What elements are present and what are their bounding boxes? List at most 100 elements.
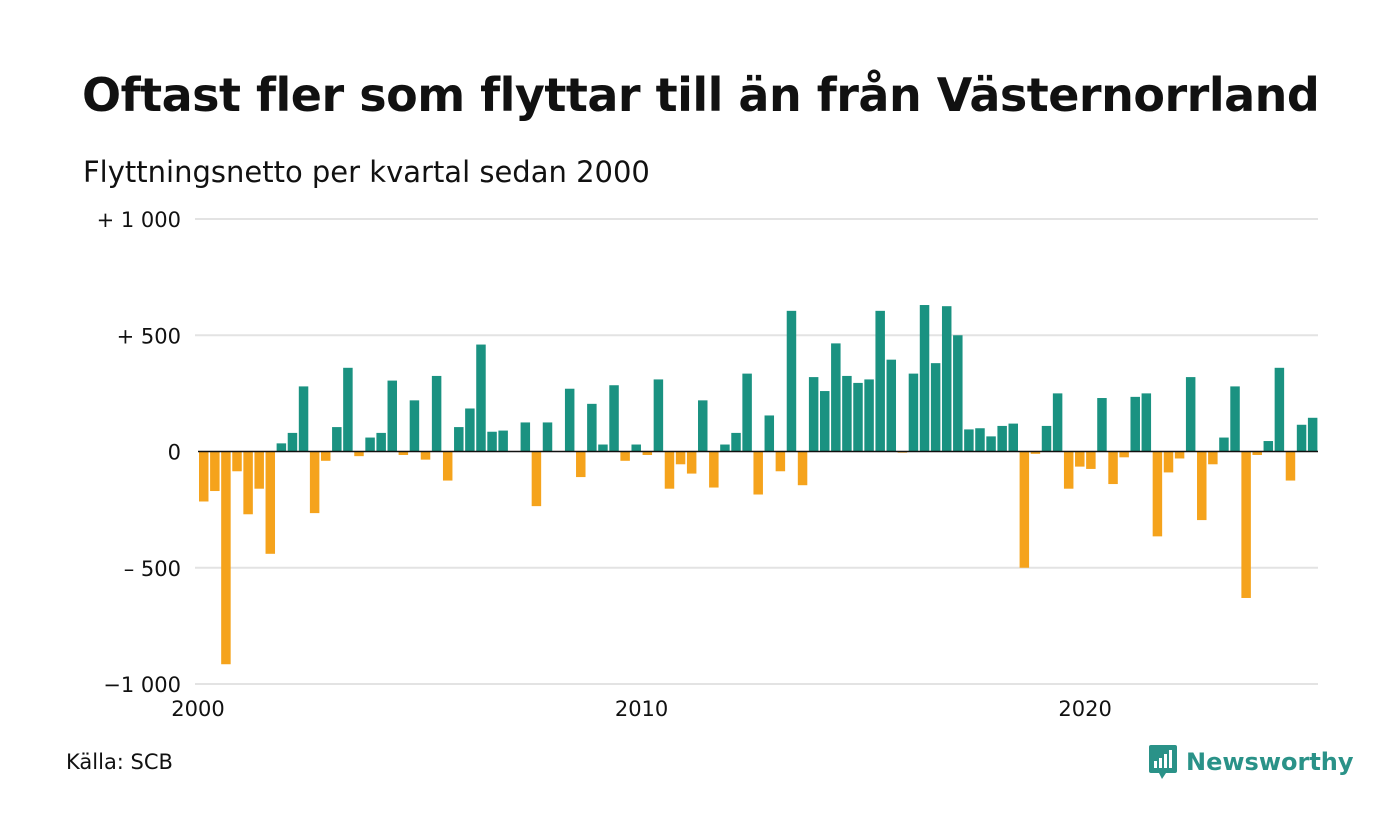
bar-2017K2 [964, 429, 974, 452]
bar-2019K1 [1041, 425, 1052, 452]
bar-2014K2 [831, 343, 841, 452]
bar-2011K2 [698, 400, 708, 452]
bar-2018K1 [997, 425, 1007, 452]
bar-2003K4 [365, 437, 375, 452]
bar-2000K4 [232, 451, 242, 472]
bar-2008K3 [576, 451, 586, 478]
bar-2022K2 [1185, 377, 1196, 452]
bar-2015K2 [875, 310, 885, 452]
bar-2003K1 [332, 427, 342, 452]
bar-2017K1 [953, 335, 963, 452]
bar-2014K4 [853, 382, 863, 452]
bar-2023K4 [1252, 451, 1262, 455]
bar-2015K3 [886, 359, 897, 452]
bar-2020K4 [1119, 451, 1129, 458]
bar-2017K3 [975, 428, 985, 452]
y-tick-label: 0 [168, 441, 181, 465]
bar-2013K4 [808, 377, 819, 452]
bar-2001K2 [254, 451, 264, 489]
bar-2019K4 [1075, 451, 1085, 467]
bar-2017K4 [986, 436, 996, 452]
x-tick-label: 2010 [615, 697, 668, 721]
bar-2018K3 [1019, 451, 1030, 568]
bar-2019K2 [1052, 393, 1063, 452]
bar-2002K2 [298, 386, 309, 452]
bar-2020K2 [1097, 398, 1107, 452]
bar-2011K1 [686, 451, 697, 474]
bar-2005K1 [420, 451, 431, 460]
bar-2004K1 [376, 432, 386, 452]
bar-2005K4 [454, 427, 464, 452]
brand-logo: Newsworthy [1148, 743, 1354, 781]
bar-2012K1 [731, 432, 741, 452]
bar-2015K1 [864, 379, 874, 452]
chart-subtitle: Flyttningsnetto per kvartal sedan 2000 [83, 155, 650, 189]
bar-2013K1 [775, 451, 786, 472]
bar-2013K2 [786, 310, 797, 452]
bar-2000K1 [199, 451, 209, 502]
bar-2009K3 [620, 451, 630, 461]
bar-2011K4 [720, 444, 730, 452]
bar-2011K3 [709, 451, 719, 488]
bar-2004K2 [387, 380, 398, 452]
bar-2024K1 [1263, 441, 1274, 452]
bar-2018K2 [1008, 423, 1018, 452]
bar-2003K3 [354, 451, 364, 457]
bar-2001K3 [265, 451, 276, 554]
bar-2006K1 [465, 408, 475, 452]
bar-2020K1 [1086, 451, 1096, 469]
bar-2023K2 [1230, 386, 1240, 452]
bar-2012K4 [764, 415, 775, 452]
bar-2010K2 [653, 379, 664, 452]
bar-2021K2 [1141, 393, 1152, 452]
bar-2005K3 [442, 451, 453, 481]
bar-2014K1 [819, 391, 830, 452]
bar-2010K4 [675, 451, 686, 465]
bar-2016K2 [919, 305, 930, 452]
bar-2013K3 [797, 451, 808, 486]
bar-2025K1 [1307, 417, 1318, 452]
bar-2023K3 [1241, 451, 1251, 598]
bar-2021K1 [1130, 396, 1140, 452]
newsworthy-logo-icon [1149, 745, 1177, 779]
bar-2009K2 [609, 385, 619, 452]
bar-2006K3 [487, 431, 497, 452]
bar-2001K4 [276, 443, 287, 452]
bar-2016K4 [941, 306, 952, 452]
bar-2007K2 [520, 422, 531, 452]
brand-name: Newsworthy [1186, 748, 1354, 776]
bar-2020K3 [1108, 451, 1118, 485]
bar-2009K1 [598, 444, 608, 452]
bar-2007K3 [531, 451, 542, 507]
bar-2019K3 [1063, 451, 1074, 489]
source-note: Källa: SCB [66, 750, 173, 774]
bar-2022K1 [1174, 451, 1185, 459]
bar-2007K4 [542, 422, 553, 452]
bar-2006K2 [476, 344, 486, 452]
x-tick-label: 2000 [171, 697, 224, 721]
bar-2016K3 [930, 363, 941, 452]
x-tick-label: 2020 [1058, 697, 1111, 721]
bar-2014K3 [842, 375, 852, 452]
bar-2010K3 [664, 451, 675, 489]
bar-2000K2 [210, 451, 220, 492]
y-tick-label: + 1 000 [97, 208, 181, 232]
bar-2023K1 [1219, 437, 1229, 452]
bar-2008K2 [564, 388, 575, 452]
bar-2002K1 [287, 432, 298, 452]
bar-2004K4 [409, 400, 420, 452]
bar-2008K4 [587, 403, 597, 452]
y-tick-label: – 500 [124, 557, 181, 581]
bar-2002K4 [320, 451, 331, 461]
bar-2012K2 [742, 373, 752, 452]
bar-2002K3 [309, 451, 320, 514]
chart-title: Oftast fler som flyttar till än från Väs… [82, 68, 1320, 122]
bar-2006K4 [498, 430, 508, 452]
y-tick-label: + 500 [117, 324, 181, 348]
bar-2016K1 [908, 373, 919, 452]
bar-2022K3 [1197, 451, 1207, 521]
bar-2024K2 [1274, 367, 1285, 452]
bar-2012K3 [753, 451, 763, 495]
bar-2022K4 [1208, 451, 1218, 465]
